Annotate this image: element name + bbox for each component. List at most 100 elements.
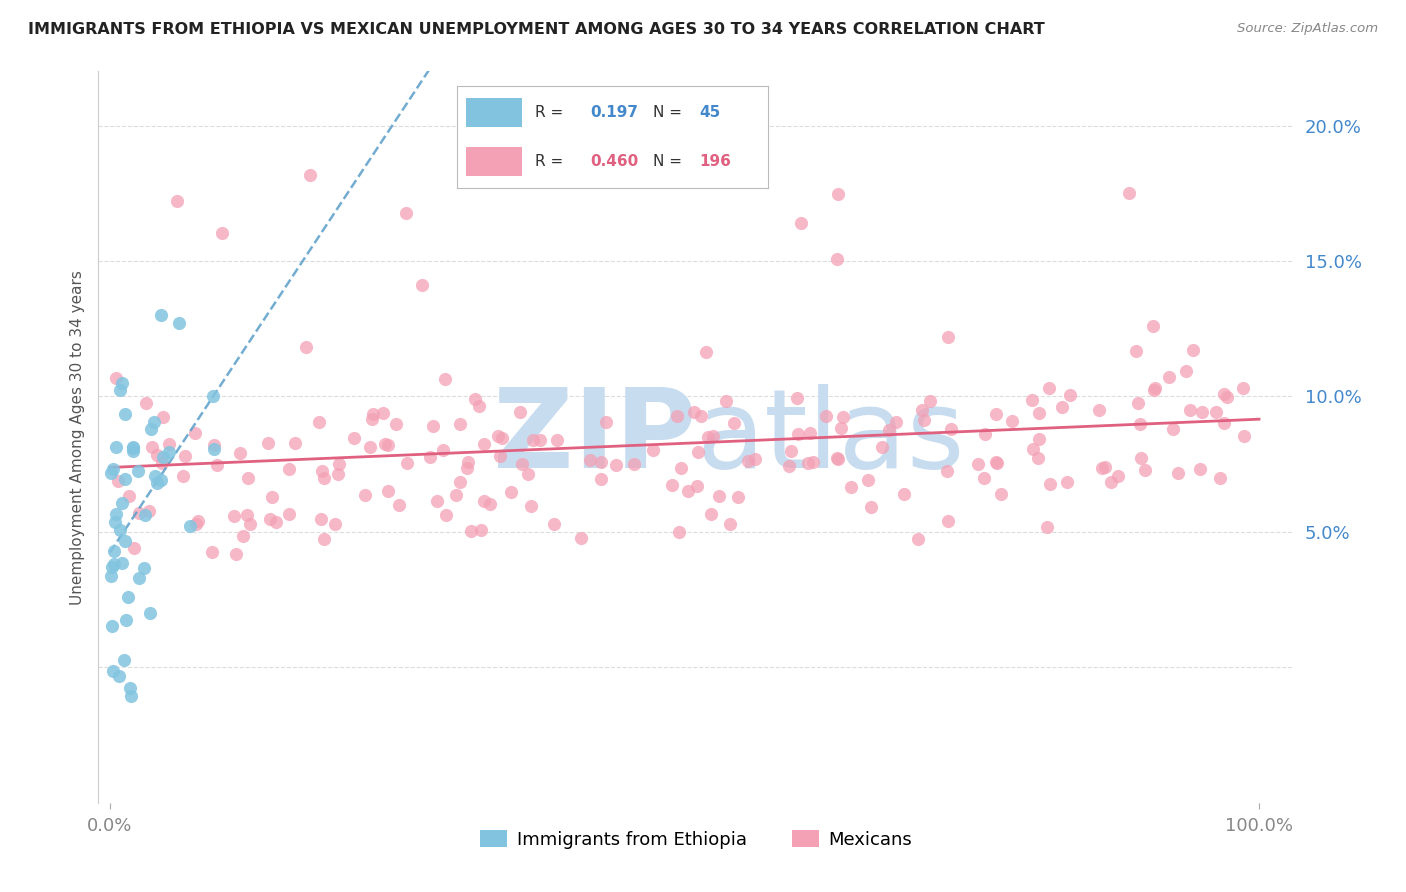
Point: [472, 494, 495, 508]
Point: [142, 415, 165, 429]
Point: [786, 426, 808, 441]
Point: [1208, 471, 1230, 485]
Point: [308, 416, 330, 430]
Point: [695, 345, 717, 359]
Point: [100, 466, 122, 480]
Point: [444, 488, 467, 502]
Point: [328, 457, 350, 471]
Point: [299, 168, 322, 182]
Point: [973, 471, 995, 485]
Point: [827, 452, 849, 467]
Point: [935, 464, 957, 478]
Point: [491, 431, 513, 445]
Point: [108, 523, 131, 537]
Point: [259, 511, 281, 525]
Point: [141, 440, 163, 454]
Point: [707, 489, 730, 503]
Point: [723, 416, 745, 430]
Point: [105, 371, 128, 385]
Point: [202, 389, 225, 403]
Point: [727, 491, 749, 505]
Point: [371, 406, 394, 420]
Point: [918, 394, 941, 409]
Point: [907, 532, 929, 546]
Point: [522, 433, 544, 447]
Point: [122, 541, 145, 555]
Point: [1094, 460, 1116, 475]
Point: [1038, 381, 1060, 395]
Point: [172, 469, 194, 483]
Point: [103, 515, 125, 529]
Point: [1159, 370, 1181, 384]
Point: [323, 516, 346, 531]
Point: [100, 569, 122, 583]
Point: [145, 475, 167, 490]
Point: [595, 415, 617, 429]
Point: [111, 496, 134, 510]
Point: [1118, 186, 1140, 200]
Point: [1026, 450, 1049, 465]
Text: IMMIGRANTS FROM ETHIOPIA VS MEXICAN UNEMPLOYMENT AMONG AGES 30 TO 34 YEARS CORRE: IMMIGRANTS FROM ETHIOPIA VS MEXICAN UNEM…: [28, 22, 1045, 37]
Point: [661, 478, 683, 492]
Point: [101, 619, 124, 633]
Point: [229, 446, 252, 460]
Point: [990, 487, 1012, 501]
Point: [202, 442, 225, 456]
Point: [936, 514, 959, 528]
Point: [686, 479, 709, 493]
Point: [1039, 476, 1062, 491]
Point: [114, 407, 136, 421]
Point: [419, 450, 441, 465]
Point: [827, 186, 849, 201]
Point: [107, 474, 129, 488]
Point: [1088, 403, 1111, 417]
Point: [1036, 520, 1059, 534]
Point: [488, 450, 510, 464]
Point: [666, 409, 689, 423]
Point: [150, 456, 173, 470]
Point: [101, 560, 124, 574]
Point: [884, 415, 907, 429]
Point: [1178, 403, 1201, 417]
Point: [737, 454, 759, 468]
Point: [467, 399, 489, 413]
Point: [128, 571, 150, 585]
Point: [893, 486, 915, 500]
Point: [1107, 468, 1129, 483]
Point: [135, 396, 157, 410]
Point: [472, 437, 495, 451]
Point: [860, 500, 883, 515]
Point: [699, 508, 721, 522]
Point: [696, 430, 718, 444]
Point: [543, 517, 565, 532]
Point: [1232, 381, 1254, 395]
Point: [1129, 450, 1152, 465]
Point: [797, 456, 820, 470]
Point: [688, 445, 710, 459]
Point: [827, 252, 849, 266]
Point: [139, 422, 162, 436]
Point: [433, 372, 456, 386]
Point: [786, 391, 808, 405]
Point: [388, 498, 411, 512]
Point: [912, 413, 935, 427]
Point: [284, 435, 307, 450]
Point: [143, 469, 166, 483]
Point: [184, 426, 207, 441]
Point: [114, 472, 136, 486]
Point: [986, 456, 1008, 470]
Point: [578, 452, 600, 467]
Text: Source: ZipAtlas.com: Source: ZipAtlas.com: [1237, 22, 1378, 36]
Point: [1142, 319, 1164, 334]
Point: [395, 206, 418, 220]
Point: [266, 515, 288, 529]
Point: [1215, 390, 1237, 404]
Point: [449, 475, 471, 489]
Point: [702, 428, 724, 442]
Point: [744, 451, 766, 466]
Point: [187, 514, 209, 528]
Point: [311, 464, 333, 478]
Point: [718, 517, 741, 532]
Point: [470, 523, 492, 537]
Point: [936, 330, 959, 344]
